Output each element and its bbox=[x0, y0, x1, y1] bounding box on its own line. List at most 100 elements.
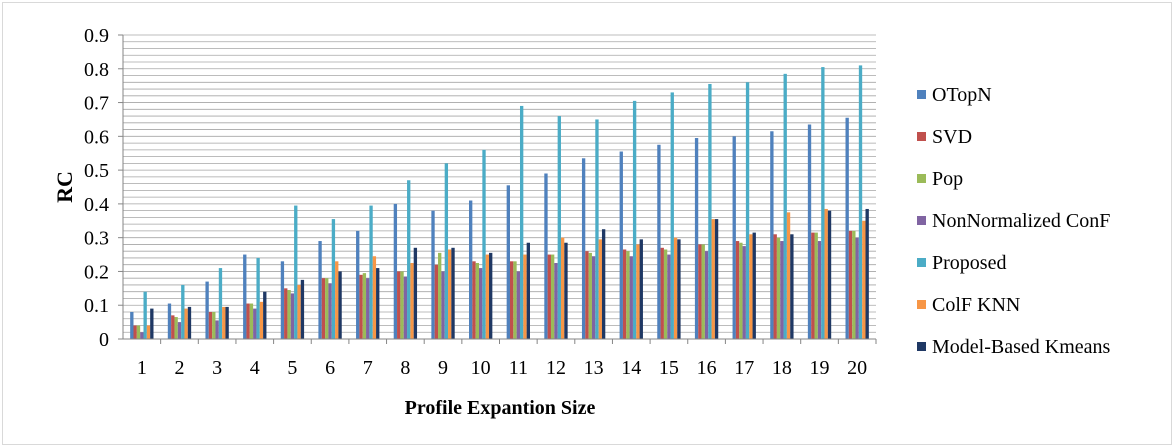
axes bbox=[118, 34, 877, 344]
bar bbox=[366, 278, 370, 339]
bar bbox=[359, 274, 363, 339]
bar bbox=[321, 278, 326, 339]
bar bbox=[331, 219, 336, 339]
bar bbox=[294, 205, 298, 339]
bar bbox=[482, 149, 486, 339]
y-tick-label: 0.6 bbox=[84, 126, 109, 148]
x-tick-label: 3 bbox=[212, 357, 222, 379]
bar bbox=[187, 306, 192, 339]
bar bbox=[171, 315, 175, 339]
bar bbox=[140, 332, 144, 339]
bar bbox=[550, 254, 555, 339]
bar bbox=[249, 303, 254, 339]
bar bbox=[325, 278, 329, 339]
bar bbox=[393, 203, 398, 339]
bar bbox=[711, 219, 715, 339]
bar bbox=[598, 239, 602, 339]
bar bbox=[356, 230, 360, 339]
legend-label: Model-Based Kmeans bbox=[932, 336, 1111, 358]
bar bbox=[544, 173, 548, 339]
x-tick-label: 9 bbox=[438, 357, 448, 379]
bar bbox=[519, 105, 524, 339]
bar bbox=[811, 232, 815, 339]
bar bbox=[212, 311, 216, 339]
x-tick-label: 12 bbox=[546, 357, 566, 379]
bar bbox=[403, 276, 408, 339]
bar bbox=[848, 230, 853, 339]
bar bbox=[362, 273, 367, 339]
bar bbox=[585, 251, 589, 339]
bar bbox=[205, 281, 209, 339]
bar bbox=[745, 82, 750, 340]
x-tick-label: 17 bbox=[734, 357, 754, 379]
x-tick-label: 6 bbox=[325, 357, 335, 379]
legend-label: Pop bbox=[932, 168, 963, 190]
bar bbox=[287, 290, 291, 339]
bar bbox=[526, 242, 530, 339]
bar bbox=[670, 92, 674, 339]
bar bbox=[591, 256, 596, 339]
bar bbox=[290, 293, 295, 339]
x-tick-label: 10 bbox=[471, 357, 491, 379]
bar bbox=[485, 254, 490, 339]
bar bbox=[786, 212, 791, 339]
y-tick-label: 0.7 bbox=[84, 93, 109, 115]
bar bbox=[749, 234, 753, 339]
bar bbox=[667, 254, 671, 339]
bar bbox=[413, 247, 418, 339]
bar bbox=[410, 263, 414, 339]
x-tick-label: 16 bbox=[697, 357, 717, 379]
bar bbox=[547, 254, 551, 339]
x-tick-label: 20 bbox=[847, 357, 867, 379]
bar bbox=[814, 232, 818, 339]
bar bbox=[407, 180, 411, 339]
bar bbox=[513, 261, 517, 339]
x-tick-label: 13 bbox=[584, 357, 604, 379]
bar bbox=[855, 237, 859, 339]
bar bbox=[845, 117, 849, 339]
bar bbox=[376, 268, 380, 339]
bar bbox=[136, 325, 141, 339]
bar bbox=[431, 210, 435, 339]
bar bbox=[622, 249, 627, 339]
bar bbox=[225, 306, 229, 339]
bar bbox=[150, 308, 154, 339]
legend-label: NonNormalized ConF bbox=[932, 210, 1110, 232]
bar bbox=[441, 271, 445, 339]
bar bbox=[369, 205, 373, 339]
bar bbox=[338, 271, 342, 339]
bar bbox=[130, 311, 134, 339]
bar bbox=[372, 256, 377, 339]
x-tick-labels: 1 2 3 4 5 6 7 8 9 10 11 12 13 14 15 16 17 18 19 20 bbox=[137, 357, 867, 379]
bar bbox=[704, 251, 709, 339]
y-tick-label: 0.1 bbox=[84, 295, 109, 317]
legend-label: Proposed bbox=[932, 252, 1006, 274]
bar bbox=[752, 232, 756, 339]
bar bbox=[469, 200, 473, 339]
bar bbox=[694, 138, 699, 339]
bar bbox=[523, 254, 527, 339]
bar bbox=[259, 301, 264, 339]
gridlines bbox=[123, 34, 876, 333]
y-tick-label: 0.2 bbox=[84, 261, 109, 283]
bar bbox=[827, 210, 832, 339]
x-tick-label: 7 bbox=[363, 357, 373, 379]
bar bbox=[773, 234, 777, 339]
bar bbox=[479, 268, 483, 339]
bar bbox=[133, 325, 137, 339]
bar bbox=[472, 261, 476, 339]
bar bbox=[783, 73, 787, 339]
bar bbox=[143, 291, 147, 339]
bar bbox=[509, 261, 514, 339]
bar bbox=[595, 119, 599, 339]
bar bbox=[438, 252, 442, 339]
bar bbox=[564, 242, 568, 339]
bar bbox=[780, 241, 784, 339]
x-tick-label: 1 bbox=[137, 357, 147, 379]
bar bbox=[475, 263, 480, 339]
bar bbox=[167, 303, 172, 339]
bar bbox=[770, 131, 774, 339]
bar bbox=[184, 308, 188, 339]
legend-swatch bbox=[917, 342, 926, 351]
